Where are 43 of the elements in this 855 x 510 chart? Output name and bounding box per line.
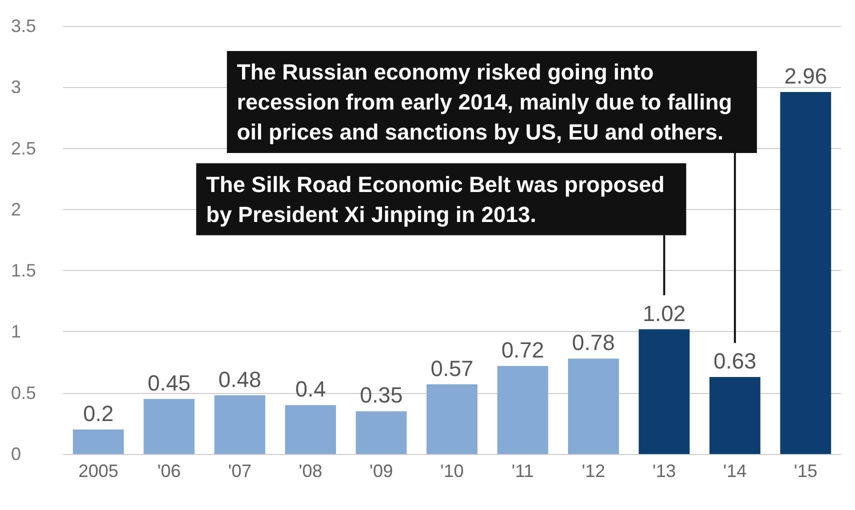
y-tick-label: 0 — [11, 444, 22, 464]
bar — [356, 411, 407, 454]
x-tick-label: '09 — [370, 461, 394, 481]
data-label: 0.4 — [295, 376, 326, 402]
x-tick-label: '06 — [157, 461, 181, 481]
data-label: 0.45 — [148, 370, 191, 396]
data-label: 0.63 — [713, 348, 756, 374]
y-tick-label: 2.5 — [11, 138, 36, 158]
x-tick-label: '11 — [512, 461, 534, 481]
bar — [144, 398, 195, 454]
x-tick-label: '13 — [652, 461, 676, 481]
bar — [426, 384, 478, 454]
data-label: 0.78 — [572, 330, 615, 356]
y-tick-label: 0.5 — [11, 382, 36, 403]
bar — [709, 376, 760, 454]
data-label: 0.35 — [360, 382, 403, 408]
bar — [568, 358, 619, 454]
bar — [72, 430, 124, 454]
x-tick-label: '08 — [298, 461, 322, 481]
bar — [638, 329, 690, 454]
data-label: 1.02 — [642, 300, 686, 326]
annotation: The Russian economy risked going into recession from early 2014, mainly due to falling oil prices and sanctions by US, EU and others. — [236, 59, 738, 144]
data-label: 0.72 — [501, 337, 544, 362]
x-tick-label: '14 — [723, 461, 747, 481]
x-tick-label: '07 — [228, 461, 252, 481]
x-tick-label: '12 — [582, 461, 606, 481]
data-label: 0.48 — [218, 366, 262, 392]
data-label: 0.57 — [430, 356, 474, 381]
bar — [780, 92, 832, 454]
x-tick-label: 2005 — [78, 461, 118, 481]
data-label: 2.96 — [784, 64, 828, 89]
y-tick-label: 1 — [11, 322, 22, 342]
y-tick-label: 3.5 — [11, 16, 36, 36]
bar — [497, 366, 548, 454]
bar — [285, 405, 336, 454]
x-tick-label: '15 — [794, 461, 818, 481]
y-tick-label: 3 — [11, 77, 22, 98]
y-tick-label: 1.5 — [11, 260, 36, 281]
bar — [214, 395, 266, 454]
annotation: The Silk Road Economic Belt was proposed by President Xi Jinping in 2013. — [206, 172, 671, 227]
x-tick-label: '10 — [440, 461, 464, 481]
data-label: 0.2 — [83, 401, 114, 426]
y-tick-label: 2 — [11, 199, 22, 220]
